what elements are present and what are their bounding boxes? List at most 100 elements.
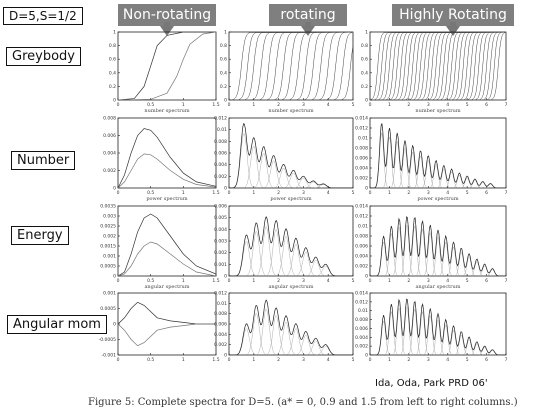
mode-curve [455, 334, 468, 355]
mode-curve [306, 259, 325, 276]
x-axis-label: number spectrum [415, 108, 460, 114]
mode-curve [455, 251, 468, 276]
column-header-non-rotating: Non-rotating [118, 4, 216, 26]
y-tick-label: 0 [365, 186, 368, 192]
greybody-step [483, 32, 506, 100]
mode-curve [447, 246, 460, 276]
greybody-step [491, 32, 506, 100]
greybody-step [282, 32, 353, 100]
x-tick-label: 6 [485, 278, 488, 284]
y-tick-label: 0.012 [355, 126, 368, 132]
mode-curve [304, 181, 323, 188]
series-line [118, 241, 216, 276]
y-tick-label: -0.001 [101, 353, 116, 359]
total-spectrum-line [370, 298, 506, 355]
x-tick-label: 1 [388, 102, 391, 108]
greybody-step [274, 32, 353, 100]
x-tick-label: 1 [388, 190, 391, 196]
y-tick-label: 0.01 [358, 136, 368, 142]
x-axis-label: angular spectrum [268, 284, 313, 290]
x-tick-label: 7 [505, 190, 508, 196]
series-line [118, 32, 216, 100]
greybody-step [421, 32, 506, 100]
x-tick-label: 2 [407, 102, 410, 108]
x-tick-label: 0 [228, 357, 231, 363]
mode-curve [294, 177, 313, 188]
x-tick-label: 5 [466, 278, 469, 284]
x-tick-label: 2 [277, 357, 280, 363]
y-tick-label: 0.006 [103, 133, 116, 139]
x-tick-label: 5 [466, 190, 469, 196]
y-tick-label: 0.01 [358, 308, 368, 314]
x-tick-label: 3 [302, 190, 305, 196]
greybody-step [319, 32, 353, 100]
y-tick-label: 0.004 [214, 227, 227, 233]
x-axis-label: angular spectrum [144, 284, 189, 290]
panel-angular-mom-non-rotating: 0 0.5 1 1.5 -0.001 -0.0005 0 0.0005 0.001 [99, 291, 220, 364]
x-axis-label: angular spectrum [415, 284, 460, 290]
mode-curve [247, 312, 266, 355]
x-tick-label: 3 [302, 102, 305, 108]
greybody-step [452, 32, 506, 100]
panel-energy-rotating: 0 1 2 3 4 5 0 0.001 0.002 0.003 0.004 0.005 0.006 ang… [214, 204, 354, 291]
greybody-step [334, 32, 353, 100]
x-tick-label: 5 [352, 102, 355, 108]
citation: Ida, Oda, Park PRD 06' [375, 378, 488, 389]
greybody-step [390, 32, 506, 100]
x-tick-label: 1.5 [212, 190, 219, 196]
x-tick-label: 3 [427, 357, 430, 363]
y-tick-label: 0.006 [355, 156, 368, 162]
x-tick-label: 0 [228, 102, 231, 108]
y-tick-label: 0.0005 [100, 306, 116, 312]
y-tick-label: -0.0005 [99, 337, 117, 343]
panel-frame [117, 117, 217, 189]
y-tick-label: 0.004 [355, 335, 368, 341]
arrow-stem-col1 [164, 22, 170, 28]
y-tick-label: 0.008 [355, 234, 368, 240]
x-tick-label: 1 [388, 357, 391, 363]
y-tick-label: 0.014 [355, 291, 368, 297]
y-tick-label: 0.0015 [100, 244, 116, 250]
y-tick-label: 0 [365, 98, 368, 104]
mode-curve [286, 328, 305, 355]
x-tick-label: 3 [427, 102, 430, 108]
mode-curve [306, 340, 325, 355]
x-tick-label: 0 [228, 278, 231, 284]
greybody-step [297, 32, 353, 100]
mode-curve [267, 315, 286, 355]
greybody-step [436, 32, 506, 100]
x-tick-label: 0 [117, 278, 120, 284]
series-group [229, 122, 353, 188]
panel-number-non-rotating: 0 0.5 1 1.5 0 0.002 0.004 0.006 0.008 power spect… [103, 116, 220, 203]
y-tick-label: 0.2 [109, 84, 116, 90]
x-tick-label: 4 [446, 357, 449, 363]
x-tick-label: 0 [369, 357, 372, 363]
greybody-step [413, 32, 506, 100]
y-tick-label: 0.004 [355, 166, 368, 172]
arrow-stem-col2 [305, 22, 311, 28]
mode-curve [478, 347, 491, 355]
row-label-energy: Energy [11, 226, 69, 245]
mode-curve [296, 334, 315, 355]
panel-energy-highly-rotating: 0 1 2 3 4 5 6 7 0 0.002 0.004 0.006 0.008 0.01 0.012 0.… [355, 204, 507, 291]
panel-energy-non-rotating: 0 0.5 1 1.5 0 0.0005 0.001 0.0015 0.002 0.0025 0.0… [100, 204, 219, 291]
x-tick-label: 4 [327, 190, 330, 196]
y-tick-label: 0 [365, 274, 368, 280]
y-tick-label: 0.002 [214, 250, 227, 256]
greybody-step [487, 32, 506, 100]
y-tick-label: 0 [365, 353, 368, 359]
mode-curve [276, 321, 296, 355]
y-tick-label: 0.4 [109, 70, 116, 76]
panel-frame [117, 205, 217, 277]
y-tick-label: 0.002 [355, 264, 368, 270]
y-tick-label: 0.001 [103, 254, 116, 260]
series-line [118, 32, 216, 100]
x-tick-label: 3 [427, 278, 430, 284]
x-tick-label: 0.5 [147, 102, 154, 108]
y-tick-label: 0.006 [355, 244, 368, 250]
greybody-step [374, 32, 506, 100]
greybody-step [259, 32, 353, 100]
y-tick-label: 0.004 [214, 162, 227, 168]
x-tick-label: 6 [485, 190, 488, 196]
series-group [118, 32, 216, 100]
